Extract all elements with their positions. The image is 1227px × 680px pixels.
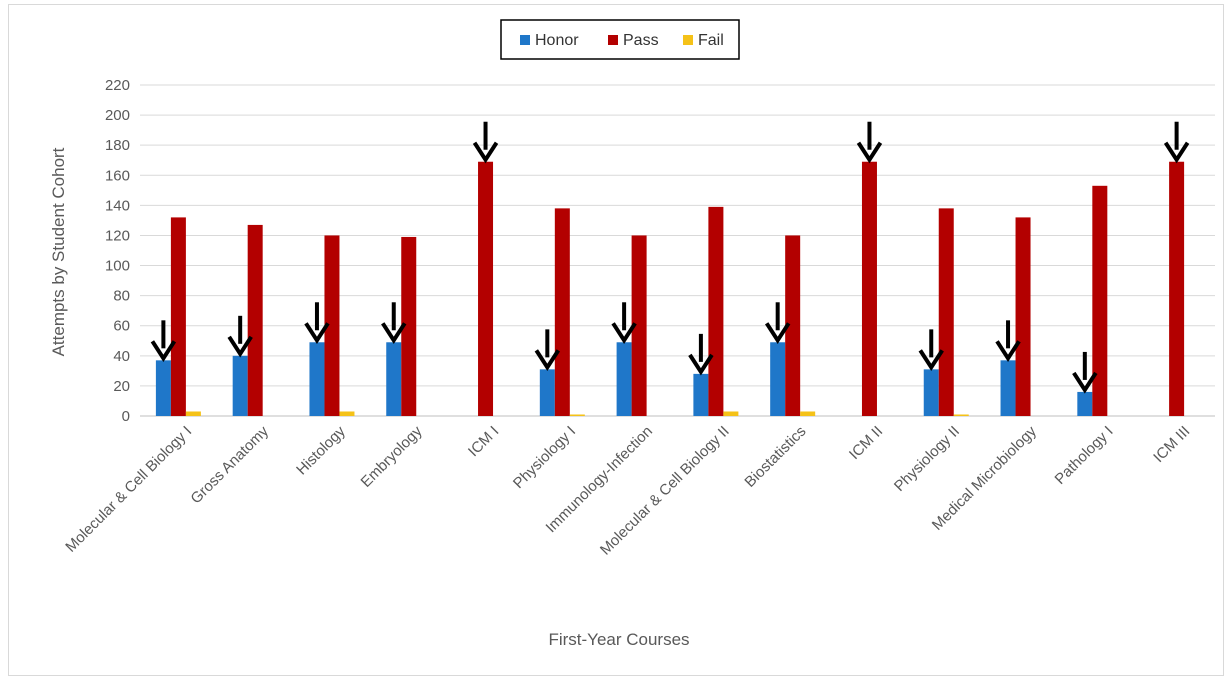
x-tick-label: Biostatistics [741,423,809,491]
x-tick-label: Histology [293,422,349,478]
arrow-annotation [227,315,253,358]
x-tick-label: Physiology II [891,423,963,495]
bar-pass [401,236,417,416]
bar-fail [339,411,355,416]
bar-pass [478,161,494,416]
arrow-annotation [611,302,637,344]
arrow-head [1163,141,1190,164]
x-tick-label: ICM III [1150,423,1193,466]
x-tick-label: Pathology I [1052,423,1117,488]
arrow-head [764,322,791,344]
arrow-annotation [995,320,1021,363]
bar-honor [155,360,171,416]
x-tick-label: Molecular & Cell Biology II [597,423,733,559]
arrow-annotation [472,121,499,164]
bar-fail [723,411,739,416]
bar-fail [800,411,816,416]
arrow-head [304,322,330,344]
legend-swatch-honor [520,35,530,45]
bar-pass [861,161,877,416]
y-tick-label: 220 [105,77,130,94]
arrow-head [1072,371,1098,394]
y-tick-label: 140 [105,197,130,214]
bar-honor [309,342,325,416]
arrow-head [227,335,253,358]
bar-pass [1015,217,1031,416]
x-tick-label: ICM I [465,423,502,460]
bar-honor [232,355,248,416]
y-tick-label: 60 [113,318,130,335]
y-axis-ticks: 0 20 40 60 80 100 120 140 160 180 200 220 [105,77,130,425]
legend: Honor Pass Fail [500,19,740,60]
legend-box [500,19,740,60]
arrow-annotation [381,302,407,344]
arrow-annotation [304,302,330,344]
y-tick-label: 180 [105,137,130,154]
bar-honor [693,373,709,416]
legend-label-honor: Honor [535,32,579,49]
y-tick-label: 100 [105,258,130,275]
bar-honor [616,342,632,416]
bar-pass [1169,161,1185,416]
bar-honor [770,342,786,416]
x-tick-label: ICM II [846,423,886,463]
x-tick-label: Physiology I [510,423,579,492]
bar-honor [1077,391,1093,416]
y-tick-label: 40 [113,348,130,365]
bar-pass [170,217,186,416]
bar-pass [785,235,801,416]
arrow-head [472,141,499,164]
arrow-annotations [150,121,1190,394]
bar-pass [554,208,570,416]
arrow-annotation [856,121,883,164]
arrow-head [688,353,714,376]
bar-pass [631,235,647,416]
y-tick-label: 0 [122,408,130,425]
bar-pass [324,235,340,416]
legend-label-fail: Fail [698,32,724,49]
bar-honor [539,369,555,416]
arrow-head [856,141,883,164]
arrow-annotation [764,302,791,344]
arrow-annotation [1163,121,1190,164]
bar-pass [708,206,724,416]
arrow-annotation [534,329,561,372]
legend-swatch-fail [683,35,693,45]
arrow-annotation [150,320,177,363]
gridlines [140,84,1215,417]
legend-swatch-pass [608,35,618,45]
y-tick-label: 120 [105,227,130,244]
x-tick-label: Embryology [358,422,426,490]
bars [155,161,1185,416]
x-tick-label: Gross Anatomy [187,422,272,507]
arrow-annotation [1072,351,1098,394]
x-tick-label: Molecular & Cell Biology I [62,423,195,556]
bar-honor [386,342,402,416]
y-axis-title: Attempts by Student Cohort [49,147,68,356]
y-tick-label: 80 [113,288,130,305]
bar-honor [1000,360,1016,416]
y-tick-label: 160 [105,167,130,184]
legend-label-pass: Pass [623,32,659,49]
arrow-head [918,349,944,372]
arrow-head [995,340,1021,363]
arrow-annotation [688,333,714,376]
arrow-head [611,322,637,344]
bar-fail [569,414,585,416]
arrow-annotation [918,329,944,372]
y-tick-label: 20 [113,378,130,395]
arrow-head [381,322,407,344]
bar-fail [953,414,969,416]
bar-honor [923,369,939,416]
bar-pass [938,208,954,416]
arrow-head [150,340,177,363]
bar-pass [1092,185,1108,416]
bar-pass [247,224,263,416]
bar-fail [185,411,201,416]
y-tick-label: 200 [105,107,130,124]
x-axis-title: First-Year Courses [548,630,689,649]
arrow-head [534,349,561,372]
